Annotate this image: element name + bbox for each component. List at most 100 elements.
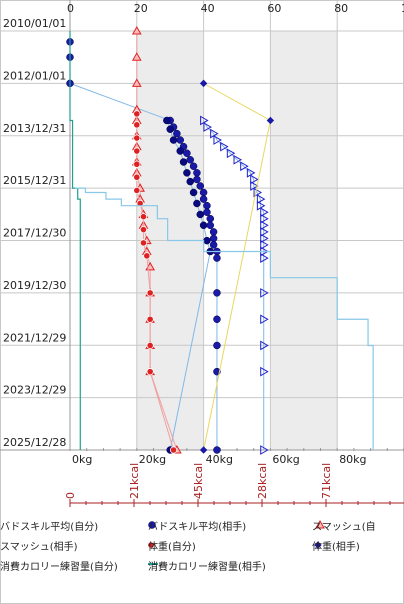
top-tick-label-0: 0	[67, 2, 74, 15]
point-weight_self-14	[260, 207, 269, 218]
point-smash_opp-16	[169, 446, 178, 454]
point-weight_opp-0	[199, 79, 208, 88]
point-skill_self-8	[183, 149, 191, 158]
point-smash_opp-8	[139, 213, 148, 221]
point-smash_opp-4	[133, 160, 141, 168]
point-smash_opp-6	[133, 186, 141, 195]
point-skill_opp-5	[183, 169, 191, 177]
legend-label: 体重(相手)	[312, 542, 360, 553]
point-skill_self-27	[213, 341, 221, 350]
point-weight_self-8	[246, 167, 256, 178]
weight-tick-label-2: 40kg	[206, 453, 233, 466]
point-skill_self-24	[213, 254, 221, 262]
point-smash_opp-15	[146, 368, 154, 376]
point-weight_self-17	[260, 227, 269, 237]
point-weight_self-21	[260, 253, 269, 263]
point-weight_self-9	[250, 174, 259, 185]
point-skill_self-26	[213, 315, 221, 324]
point-weight_self-6	[233, 154, 243, 165]
point-weight_self-5	[226, 148, 236, 159]
legend-marker-2	[147, 541, 155, 549]
top-tick-label-5: 10	[401, 2, 404, 15]
calorie-tick-label-3: 28kcal	[256, 463, 269, 499]
point-smash_opp-5	[133, 173, 141, 181]
point-skill_self-9	[186, 156, 194, 164]
calorie-tick-label-2: 45kcal	[192, 463, 205, 499]
y-tick-label-1: 2012/01/01	[3, 69, 66, 82]
top-tick-label-1: 20	[134, 2, 148, 15]
point-weight_self-24	[260, 340, 269, 351]
point-skill_opp-1	[166, 125, 174, 133]
point-weight_self-16	[260, 220, 269, 231]
legend-row-0: バドスキル平均(自分) バドスキル平均(相手) スマッシュ(自	[0, 518, 404, 534]
legend-label: バドスキル平均(相手)	[148, 522, 247, 533]
point-weight_self-19	[260, 240, 269, 250]
y-tick-label-4: 2017/12/30	[3, 227, 66, 240]
point-weight_self-10	[250, 181, 259, 191]
legend-label: スマッシュ(相手)	[0, 542, 78, 553]
point-weight_self-12	[256, 194, 266, 204]
point-smash_self-2	[131, 78, 142, 87]
weight-tick-label-0: 0kg	[72, 453, 92, 466]
weight-tick-label-3: 60kg	[272, 453, 299, 466]
point-skill_self-17	[203, 208, 211, 216]
top-tick-label-3: 60	[267, 2, 281, 15]
point-skill_opp-0	[163, 116, 171, 125]
point-skill_opp-7	[189, 188, 198, 197]
point-skill_opp-4	[179, 158, 188, 166]
point-smash_opp-1	[133, 121, 141, 129]
legend-marker-0	[148, 521, 156, 529]
point-weight_self-1	[203, 122, 212, 132]
point-skill_self-16	[203, 201, 211, 210]
point-weight_self-4	[220, 141, 229, 152]
point-smash_self-1	[131, 52, 142, 61]
point-skill_opp-10	[199, 221, 208, 230]
point-skill_opp-9	[196, 210, 205, 219]
point-skill_self-10	[189, 162, 198, 170]
top-tick-label-4: 80	[334, 2, 348, 15]
point-weight_self-11	[253, 187, 263, 198]
point-skill_opp-2	[169, 136, 178, 144]
point-weight_self-22	[260, 288, 269, 298]
point-smash_opp-3	[133, 147, 141, 155]
point-smash_opp-13	[146, 315, 154, 323]
calorie-tick-label-0: 0	[64, 492, 77, 499]
point-skill_self-20	[209, 228, 218, 236]
point-skill_self-11	[193, 169, 201, 177]
point-skill_self-6	[176, 136, 184, 144]
point-smash_opp-9	[139, 226, 148, 234]
legend-label: バドスキル平均(自分)	[0, 522, 99, 533]
point-weight_self-7	[240, 161, 249, 172]
weight-tick-label-1: 20kg	[139, 453, 166, 466]
point-skill_self-15	[199, 195, 208, 203]
series-line-weight_self	[203, 120, 265, 450]
legend-marker-3	[314, 541, 322, 549]
calorie-tick-label-1: 21kcal	[128, 463, 141, 499]
point-weight_self-0	[200, 115, 209, 126]
point-skill_self-14	[199, 188, 208, 197]
series-line-cal_self	[69, 31, 81, 450]
legend-row-1: スマッシュ(相手) 体重(自分) 体重(相手)	[0, 538, 404, 554]
y-tick-label-3: 2015/12/31	[3, 174, 66, 187]
point-skill_self-5	[173, 129, 181, 138]
point-skill_self-19	[206, 221, 215, 230]
y-tick-label-0: 2010/01/01	[3, 17, 66, 30]
point-weight_self-25	[260, 366, 269, 377]
point-weight_self-13	[256, 200, 266, 211]
point-weight_self-15	[260, 213, 269, 224]
point-skill_opp-6	[186, 177, 194, 186]
y-tick-label-6: 2021/12/29	[3, 331, 66, 344]
legend-label: 体重(自分)	[148, 542, 196, 553]
legend-marker-1	[315, 519, 325, 529]
y-tick-label-8: 2025/12/28	[3, 436, 66, 449]
point-skill_self-13	[196, 182, 205, 190]
point-smash_opp-0	[133, 110, 141, 118]
point-weight_opp-1	[266, 116, 275, 125]
point-smash_opp-7	[136, 199, 144, 208]
point-weight_self-26	[260, 445, 269, 455]
point-smash_opp-10	[139, 239, 148, 247]
point-skill_self-18	[206, 214, 215, 223]
point-skill_self-22	[209, 241, 218, 249]
point-skill_opp-3	[176, 147, 184, 155]
